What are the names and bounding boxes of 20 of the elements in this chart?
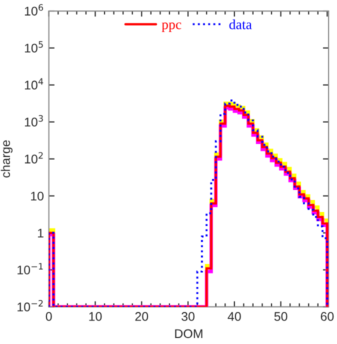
legend-label: data	[229, 19, 252, 30]
y-tick-label: 10$^{−1}$	[18, 263, 43, 274]
y-tick-label: 10$^{6}$	[24, 4, 44, 16]
x-tick-label: 50	[274, 312, 288, 321]
y-tick-label: 1	[38, 228, 44, 238]
legend-label: ppc	[162, 22, 182, 32]
x-tick-label: 20	[135, 312, 148, 321]
x-tick-label: 10	[89, 312, 102, 321]
x-tick-label: 60	[320, 312, 334, 321]
y-axis-title: charge	[0, 140, 13, 178]
x-axis-title: DOM	[175, 329, 202, 338]
y-tick-label: 10$^{2}$	[24, 152, 43, 164]
x-tick-label: 30	[182, 312, 194, 321]
y-tick-label: 10$^{−2}$	[18, 300, 43, 312]
y-tick-label: 10	[31, 192, 44, 201]
x-tick-label: 40	[228, 312, 241, 321]
x-tick-label: 0	[46, 312, 52, 321]
y-tick-label: 10$^{5}$	[24, 41, 43, 53]
y-tick-label: 10$^{4}$	[24, 78, 44, 90]
y-tick-label: 10$^{3}$	[24, 115, 43, 127]
